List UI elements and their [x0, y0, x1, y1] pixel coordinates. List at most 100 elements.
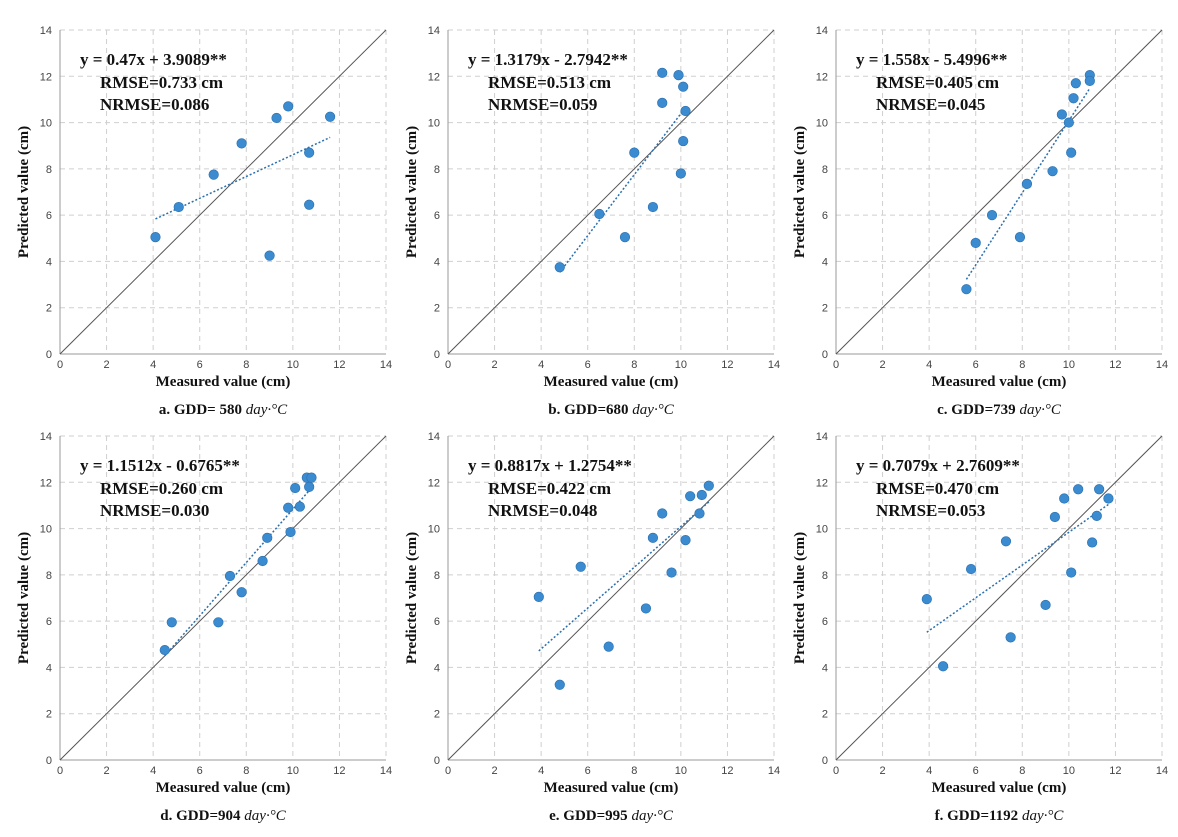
x-tick-label: 8 — [1019, 765, 1025, 777]
caption-unit: day·°C — [246, 402, 288, 418]
x-tick-label: 0 — [445, 765, 451, 777]
data-point — [1047, 166, 1058, 177]
x-tick-label: 14 — [768, 359, 780, 371]
caption-text: a. GDD= 580 — [159, 402, 246, 418]
x-tick-label: 10 — [1063, 765, 1075, 777]
x-tick-label: 2 — [104, 359, 110, 371]
data-point — [575, 561, 586, 572]
rmse-label: RMSE=0.513 cm — [488, 73, 611, 92]
y-tick-label: 8 — [434, 570, 440, 582]
identity-line — [835, 435, 1163, 761]
rmse-label: RMSE=0.422 cm — [488, 479, 611, 498]
x-tick-label: 12 — [721, 359, 733, 371]
x-tick-label: 2 — [492, 359, 498, 371]
y-tick-label: 2 — [434, 709, 440, 721]
data-point — [283, 502, 294, 513]
rmse-label: RMSE=0.405 cm — [876, 73, 999, 92]
rmse-label: RMSE=0.260 cm — [100, 479, 223, 498]
y-tick-label: 14 — [40, 25, 52, 37]
x-tick-label: 4 — [150, 359, 156, 371]
caption-unit: day·°C — [1022, 808, 1064, 824]
x-axis-label: Measured value (cm) — [156, 780, 291, 796]
caption-unit: day·°C — [631, 808, 673, 824]
x-tick-label: 12 — [333, 359, 345, 371]
data-point — [325, 111, 336, 122]
data-point — [703, 480, 714, 491]
x-tick-label: 10 — [287, 359, 299, 371]
data-point — [619, 232, 631, 243]
chart-panel-5: 0 2 4 6 8 10 12 14 0 2 4 6 8 10 12 14 Measured value (cm… — [792, 431, 1168, 824]
data-point — [290, 482, 301, 494]
x-tick-label: 8 — [243, 359, 249, 371]
y-tick-label: 4 — [822, 256, 828, 268]
data-point — [694, 508, 705, 519]
data-point — [961, 284, 972, 295]
y-tick-label: 14 — [428, 25, 440, 37]
data-point — [271, 112, 282, 124]
data-point — [1070, 78, 1081, 89]
y-tick-label: 8 — [46, 164, 52, 176]
chart-panel-2: 0 2 4 6 8 10 12 14 0 2 4 6 8 10 12 14 Measured value (cm… — [792, 25, 1168, 418]
x-tick-label: 8 — [631, 765, 637, 777]
y-axis-label: Predicted value (cm) — [16, 126, 32, 258]
caption-text: e. GDD=995 — [549, 808, 631, 824]
rmse-label: RMSE=0.733 cm — [100, 73, 223, 92]
data-point — [1040, 599, 1051, 611]
y-tick-label: 8 — [822, 570, 828, 582]
data-point — [647, 532, 659, 543]
caption-text: f. GDD=1192 — [935, 808, 1022, 824]
data-point — [629, 147, 640, 158]
y-tick-label: 6 — [434, 616, 440, 628]
caption-text: b. GDD=680 — [548, 402, 632, 418]
y-tick-label: 0 — [434, 755, 440, 767]
y-tick-label: 0 — [46, 755, 52, 767]
data-point — [673, 70, 684, 81]
x-tick-label: 4 — [538, 359, 544, 371]
y-tick-label: 14 — [816, 431, 828, 443]
panel-caption: a. GDD= 580 day·°C — [159, 402, 288, 418]
x-tick-label: 6 — [197, 359, 203, 371]
y-tick-label: 8 — [822, 164, 828, 176]
x-tick-label: 2 — [880, 359, 886, 371]
y-tick-label: 2 — [46, 709, 52, 721]
y-tick-label: 4 — [46, 256, 52, 268]
x-tick-label: 8 — [243, 765, 249, 777]
identity-line — [447, 435, 775, 761]
x-tick-label: 6 — [585, 765, 591, 777]
data-point — [1066, 567, 1077, 578]
y-tick-label: 14 — [428, 431, 440, 443]
data-point — [236, 587, 247, 598]
x-tick-label: 2 — [880, 765, 886, 777]
data-point — [657, 97, 668, 108]
identity-line — [59, 29, 387, 355]
y-tick-label: 6 — [434, 210, 440, 222]
x-axis-label: Measured value (cm) — [156, 374, 291, 390]
data-point — [685, 491, 696, 502]
nrmse-label: NRMSE=0.086 — [100, 95, 209, 114]
y-tick-label: 8 — [434, 164, 440, 176]
data-point — [938, 661, 949, 672]
nrmse-label: NRMSE=0.048 — [488, 501, 597, 520]
x-tick-label: 0 — [57, 765, 63, 777]
data-point — [1103, 493, 1114, 504]
y-tick-label: 4 — [434, 256, 440, 268]
data-point — [173, 201, 184, 213]
regression-equation: y = 0.8817x + 1.2754** — [468, 456, 632, 475]
x-tick-label: 6 — [973, 765, 979, 777]
data-point — [294, 501, 305, 512]
trend-line — [164, 487, 313, 657]
x-axis-label: Measured value (cm) — [932, 374, 1067, 390]
x-tick-label: 14 — [768, 765, 780, 777]
data-point — [1049, 511, 1060, 523]
x-tick-label: 0 — [833, 765, 839, 777]
data-point — [640, 603, 652, 614]
trend-line — [926, 503, 1109, 633]
data-point — [1073, 484, 1084, 495]
caption-text: c. GDD=739 — [937, 402, 1019, 418]
nrmse-label: NRMSE=0.045 — [876, 95, 985, 114]
x-tick-label: 12 — [1109, 359, 1121, 371]
x-tick-label: 12 — [333, 765, 345, 777]
x-tick-label: 14 — [1156, 765, 1168, 777]
x-tick-label: 2 — [104, 765, 110, 777]
